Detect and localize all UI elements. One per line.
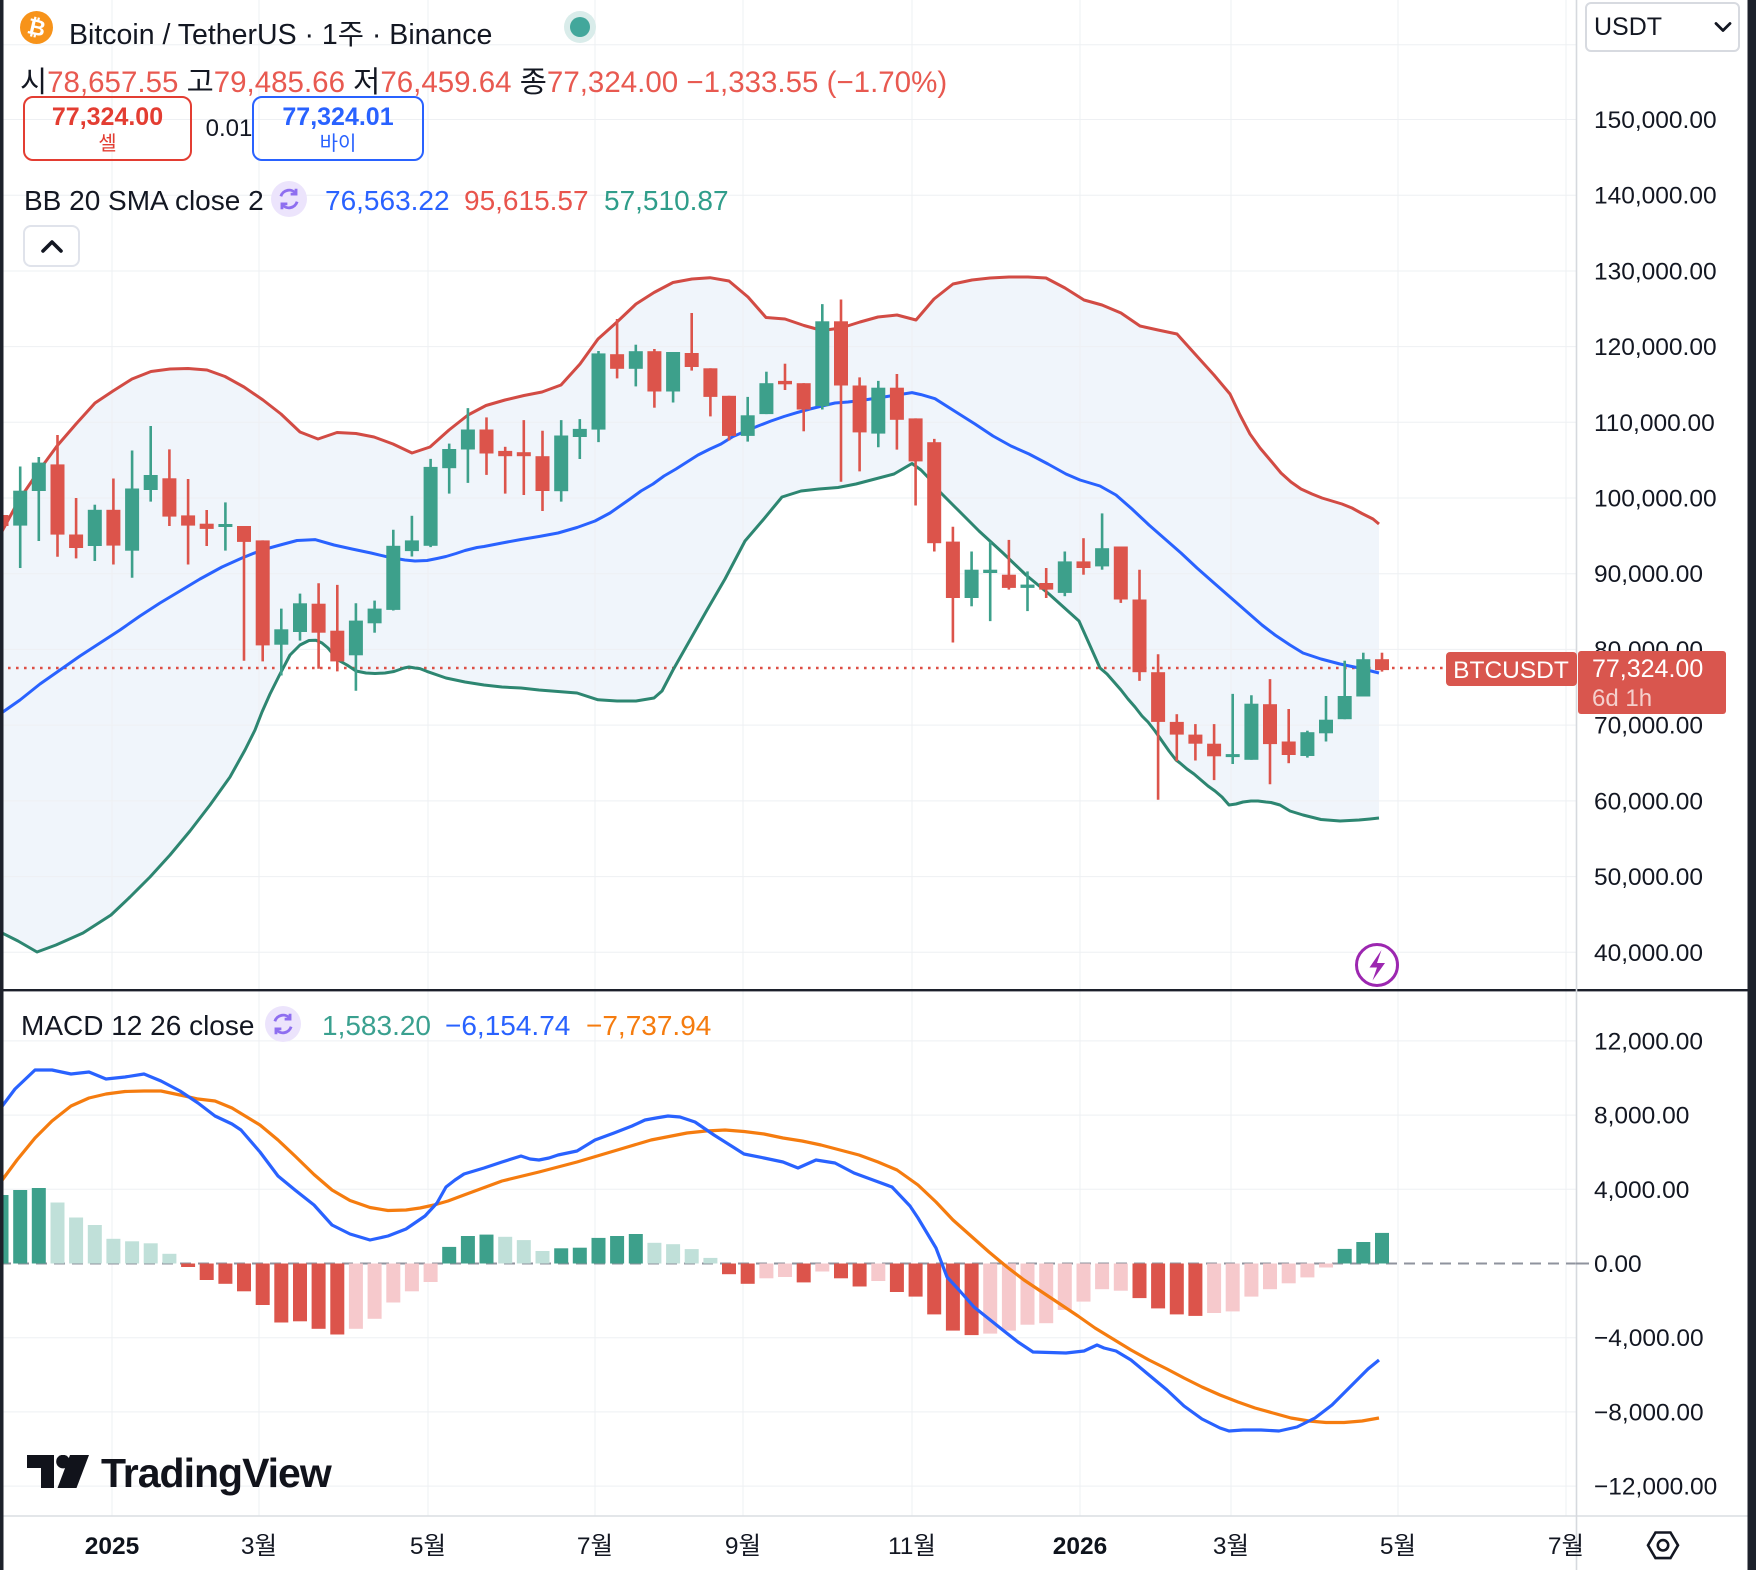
svg-text:−8,000.00: −8,000.00 [1594,1399,1704,1426]
svg-text:0.00: 0.00 [1594,1251,1642,1278]
svg-text:−12,000.00: −12,000.00 [1594,1474,1717,1501]
svg-text:70,000.00: 70,000.00 [1594,713,1703,740]
svg-text:100,000.00: 100,000.00 [1594,486,1717,513]
svg-text:12,000.00: 12,000.00 [1594,1028,1703,1055]
svg-text:3월: 3월 [1213,1533,1249,1560]
svg-text:9월: 9월 [725,1533,761,1560]
svg-text:40,000.00: 40,000.00 [1594,940,1703,967]
svg-text:−4,000.00: −4,000.00 [1594,1325,1704,1352]
svg-text:TradingView: TradingView [101,1455,332,1496]
svg-text:11월: 11월 [888,1533,936,1560]
svg-text:7월: 7월 [577,1533,613,1560]
svg-text:2026: 2026 [1053,1533,1108,1560]
svg-text:BTCUSDT: BTCUSDT [1453,657,1569,684]
svg-text:50,000.00: 50,000.00 [1594,864,1703,891]
svg-text:3월: 3월 [241,1533,277,1560]
svg-text:140,000.00: 140,000.00 [1594,183,1717,210]
svg-text:130,000.00: 130,000.00 [1594,259,1717,286]
svg-text:60,000.00: 60,000.00 [1594,788,1703,815]
svg-text:4,000.00: 4,000.00 [1594,1177,1689,1204]
svg-text:7월: 7월 [1548,1533,1584,1560]
svg-text:90,000.00: 90,000.00 [1594,561,1703,588]
svg-text:6d 1h: 6d 1h [1592,685,1652,712]
svg-text:77,324.00: 77,324.00 [1592,655,1703,683]
svg-text:2025: 2025 [85,1533,140,1560]
svg-text:110,000.00: 110,000.00 [1594,410,1715,437]
svg-text:5월: 5월 [410,1533,446,1560]
svg-text:150,000.00: 150,000.00 [1594,107,1717,134]
svg-text:120,000.00: 120,000.00 [1594,334,1717,361]
svg-text:5월: 5월 [1380,1533,1416,1560]
svg-text:8,000.00: 8,000.00 [1594,1103,1689,1130]
